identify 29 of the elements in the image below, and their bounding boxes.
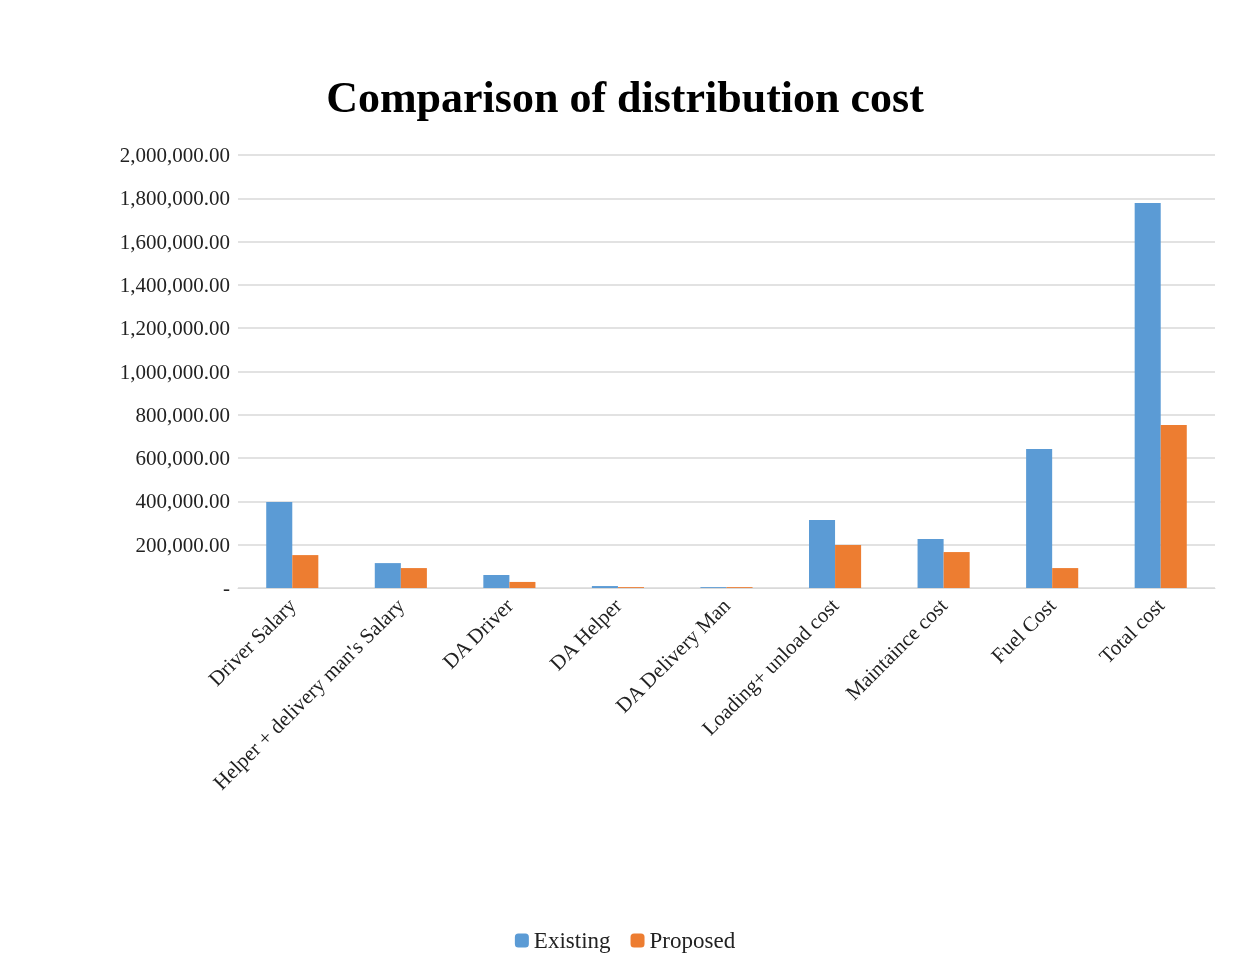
bar — [400, 568, 427, 588]
bar — [1026, 449, 1053, 588]
y-tick-label: 200,000.00 — [135, 532, 230, 557]
bar — [943, 552, 970, 588]
y-tick-label: 400,000.00 — [135, 489, 230, 514]
y-tick-label: 600,000.00 — [135, 446, 230, 471]
bar — [917, 539, 944, 588]
y-tick-label: 2,000,000.00 — [119, 143, 230, 167]
bar — [266, 502, 293, 588]
y-tick-label: 1,400,000.00 — [119, 272, 230, 297]
legend-label: Proposed — [649, 928, 736, 953]
y-tick-label: - — [223, 576, 230, 600]
bar — [809, 520, 836, 588]
y-tick-label: 1,000,000.00 — [119, 359, 230, 384]
y-tick-label: 1,600,000.00 — [119, 229, 230, 254]
x-tick-label: Fuel Cost — [986, 593, 1061, 668]
y-tick-label: 1,800,000.00 — [119, 186, 230, 211]
y-tick-label: 800,000.00 — [135, 402, 230, 427]
bar — [292, 555, 319, 588]
bar — [374, 563, 401, 588]
bar — [509, 581, 536, 588]
legend-label: Existing — [533, 928, 612, 953]
bar — [1160, 424, 1187, 588]
bar — [1134, 203, 1161, 588]
chart-title: Comparison of distribution cost — [326, 72, 925, 122]
bar — [1052, 568, 1079, 588]
bar — [483, 575, 510, 588]
y-tick-label: 1,200,000.00 — [119, 316, 230, 341]
bar — [835, 544, 862, 588]
